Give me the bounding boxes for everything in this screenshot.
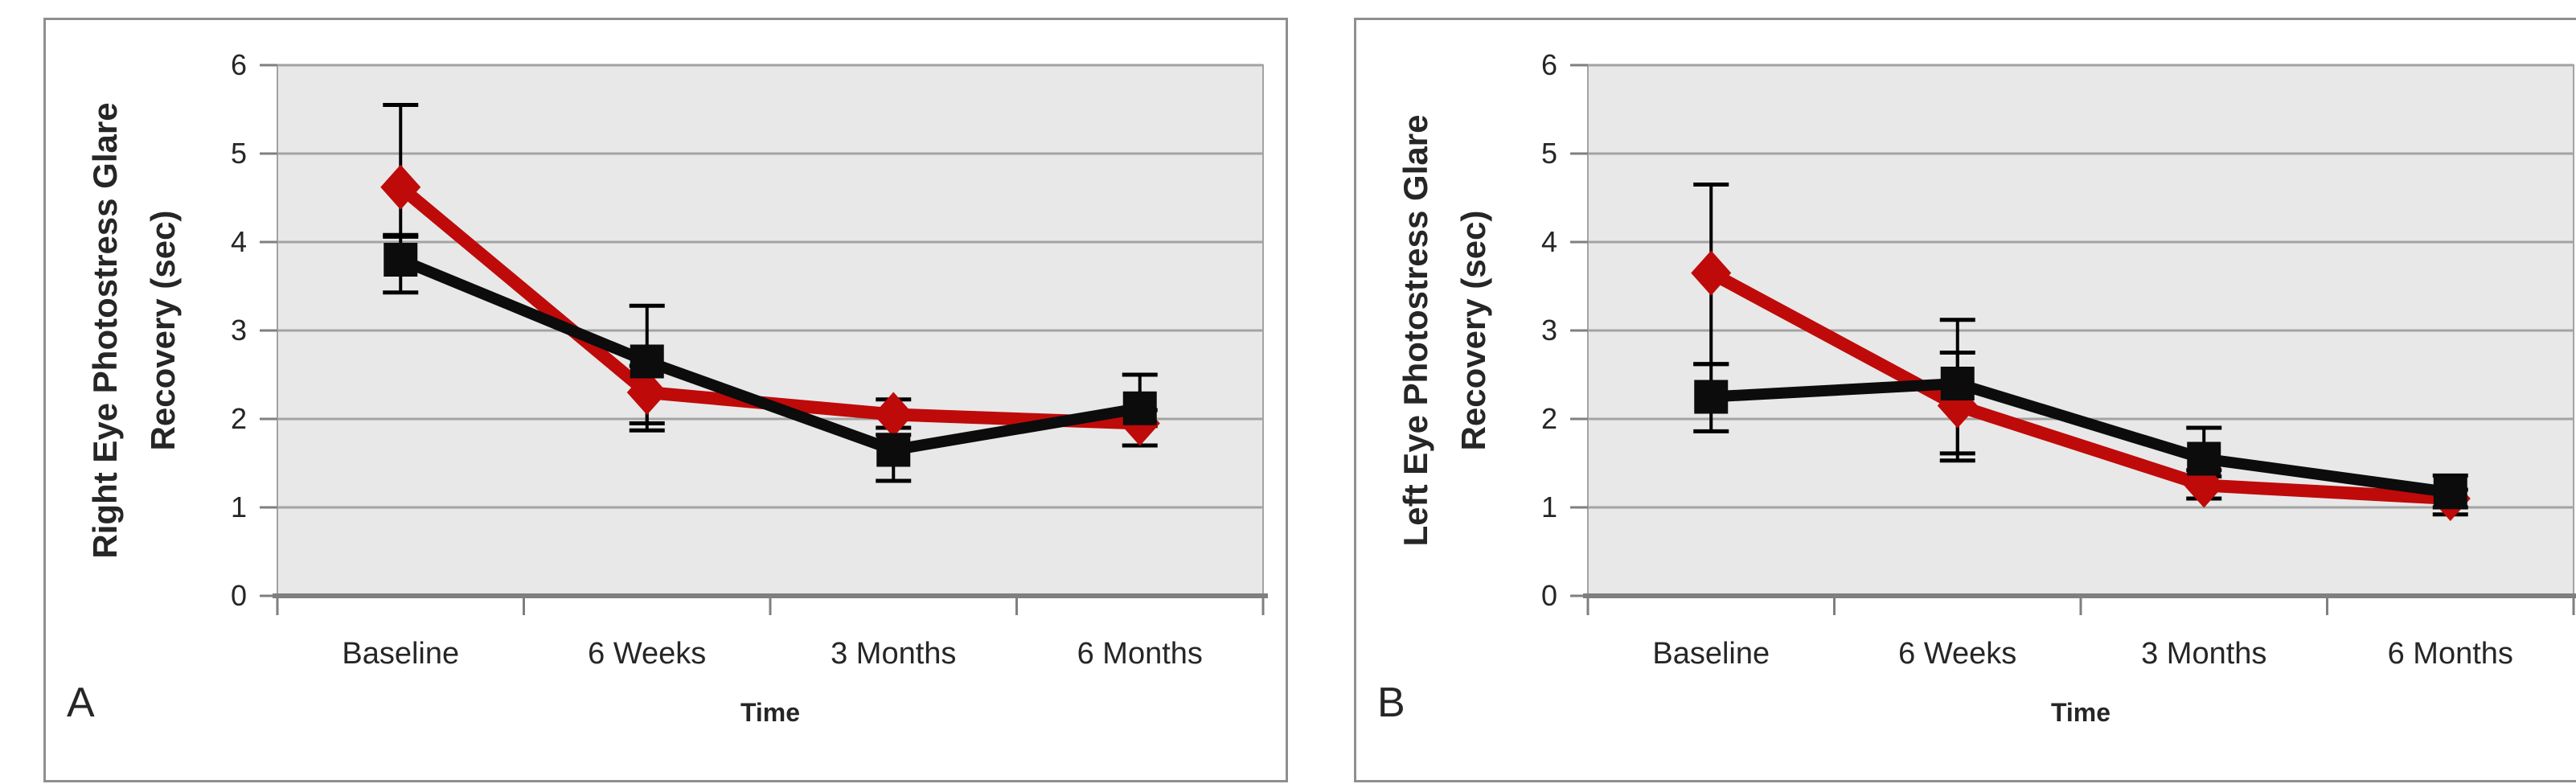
y-tick-label: 1	[231, 491, 247, 523]
panel-letter: B	[1377, 679, 1405, 726]
marker-diamond	[380, 164, 421, 210]
black-square-series-line	[1710, 377, 2451, 499]
y-tick-label: 2	[231, 402, 247, 435]
marker-square	[2433, 475, 2467, 510]
category-label: 6 Weeks	[1898, 637, 2016, 671]
marker-diamond	[873, 392, 914, 437]
marker-square	[1122, 391, 1157, 425]
x-axis-title: Time	[2051, 698, 2110, 727]
y-axis-title-line2: Recovery (sec)	[1454, 211, 1492, 451]
category-label: Baseline	[1652, 637, 1770, 671]
y-axis-title-line1: Left Eye Photostress Glare	[1397, 115, 1434, 547]
chart-canvas-a: 0 1 2 3 4 5 6 Baseline 6 Weeks 3 Months 6 Months Ri…	[67, 48, 1268, 727]
marker-square	[384, 243, 418, 277]
panel-a: 0 1 2 3 4 5 6 Baseline 6 Weeks 3 Months 6 Months Ri…	[43, 18, 1288, 782]
y-tick-label: 2	[1541, 402, 1557, 435]
marker-square	[1940, 367, 1975, 400]
panel-letter: A	[67, 679, 95, 726]
y-tick-label: 0	[1541, 579, 1557, 612]
y-tick-label: 5	[231, 137, 247, 170]
y-tick-label: 1	[1541, 491, 1557, 523]
y-tick-label: 6	[231, 48, 247, 81]
marker-diamond	[626, 370, 667, 415]
y-tick-label: 4	[231, 225, 247, 258]
y-tick-label: 3	[1541, 314, 1557, 347]
y-tick-label: 4	[1541, 225, 1557, 258]
category-label: 6 Months	[1077, 637, 1203, 671]
category-label: 6 Months	[2388, 637, 2513, 671]
y-tick-label: 0	[231, 579, 247, 612]
x-axis-title: Time	[740, 698, 800, 727]
y-tick-label: 5	[1541, 137, 1557, 170]
y-axis-title-line2: Recovery (sec)	[144, 211, 182, 451]
y-tick-label: 6	[1541, 48, 1557, 81]
category-label: 6 Weeks	[588, 637, 706, 671]
category-label: 3 Months	[831, 637, 956, 671]
red-diamond-series-line	[1708, 267, 2451, 505]
marker-square	[2187, 441, 2221, 476]
marker-diamond	[1691, 250, 1732, 296]
marker-square	[1694, 380, 1729, 414]
category-label: Baseline	[342, 637, 459, 671]
panel-b: 0 1 2 3 4 5 6 Baseline 6 Weeks 3 Months 6 Months Le…	[1354, 18, 2576, 782]
black-square-series-line	[398, 254, 1141, 456]
marker-square	[630, 344, 664, 379]
marker-square	[876, 433, 911, 467]
y-axis-title-line1: Right Eye Photostress Glare	[86, 102, 124, 558]
chart-canvas-b: 0 1 2 3 4 5 6 Baseline 6 Weeks 3 Months 6 Months Le…	[1377, 48, 2576, 727]
category-label: 3 Months	[2141, 637, 2266, 671]
y-tick-label: 3	[231, 314, 247, 347]
